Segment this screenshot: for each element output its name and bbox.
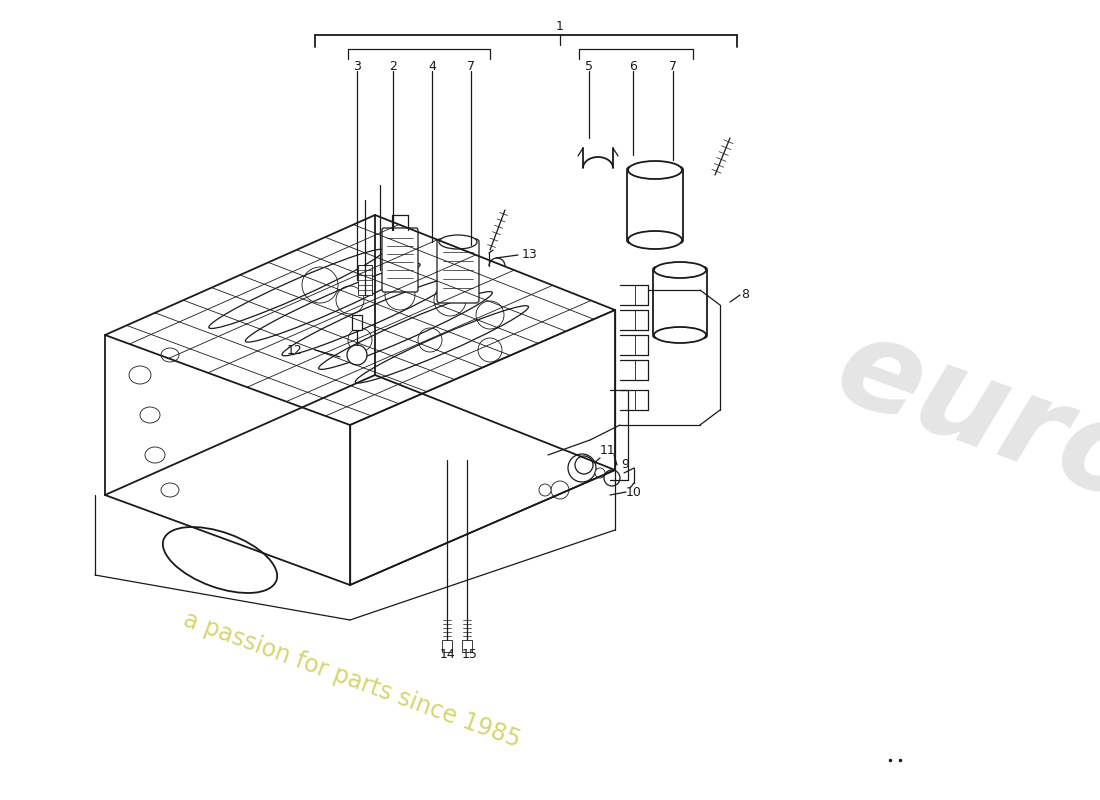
Text: euros: euros: [820, 306, 1100, 554]
Circle shape: [551, 481, 569, 499]
Text: 7: 7: [468, 61, 475, 74]
Bar: [358, 265, 372, 295]
Ellipse shape: [654, 327, 706, 343]
Ellipse shape: [628, 161, 682, 179]
Text: 10: 10: [626, 486, 642, 498]
FancyBboxPatch shape: [627, 167, 683, 243]
Text: 1: 1: [557, 21, 564, 34]
FancyBboxPatch shape: [437, 239, 478, 303]
Text: 8: 8: [741, 289, 749, 302]
Ellipse shape: [628, 231, 682, 249]
Text: 11: 11: [601, 443, 616, 457]
Circle shape: [604, 470, 620, 486]
Text: 5: 5: [585, 61, 593, 74]
Bar: [352, 315, 362, 330]
Text: 9: 9: [621, 458, 629, 471]
Bar: [442, 640, 452, 652]
Text: 14: 14: [440, 649, 455, 662]
Text: 13: 13: [522, 249, 538, 262]
Bar: [462, 640, 472, 652]
Ellipse shape: [439, 235, 477, 249]
Ellipse shape: [654, 262, 706, 278]
Circle shape: [575, 456, 593, 474]
Circle shape: [346, 345, 367, 365]
FancyBboxPatch shape: [653, 267, 707, 338]
Text: 3: 3: [353, 61, 361, 74]
FancyBboxPatch shape: [382, 228, 418, 292]
Circle shape: [539, 484, 551, 496]
Circle shape: [568, 454, 596, 482]
Text: 6: 6: [629, 61, 637, 74]
Text: 15: 15: [462, 649, 477, 662]
Text: 12: 12: [287, 343, 303, 357]
Text: 2: 2: [389, 61, 397, 74]
Text: a passion for parts since 1985: a passion for parts since 1985: [180, 608, 524, 752]
Circle shape: [595, 468, 605, 478]
Text: 7: 7: [669, 61, 676, 74]
Text: 4: 4: [428, 61, 436, 74]
